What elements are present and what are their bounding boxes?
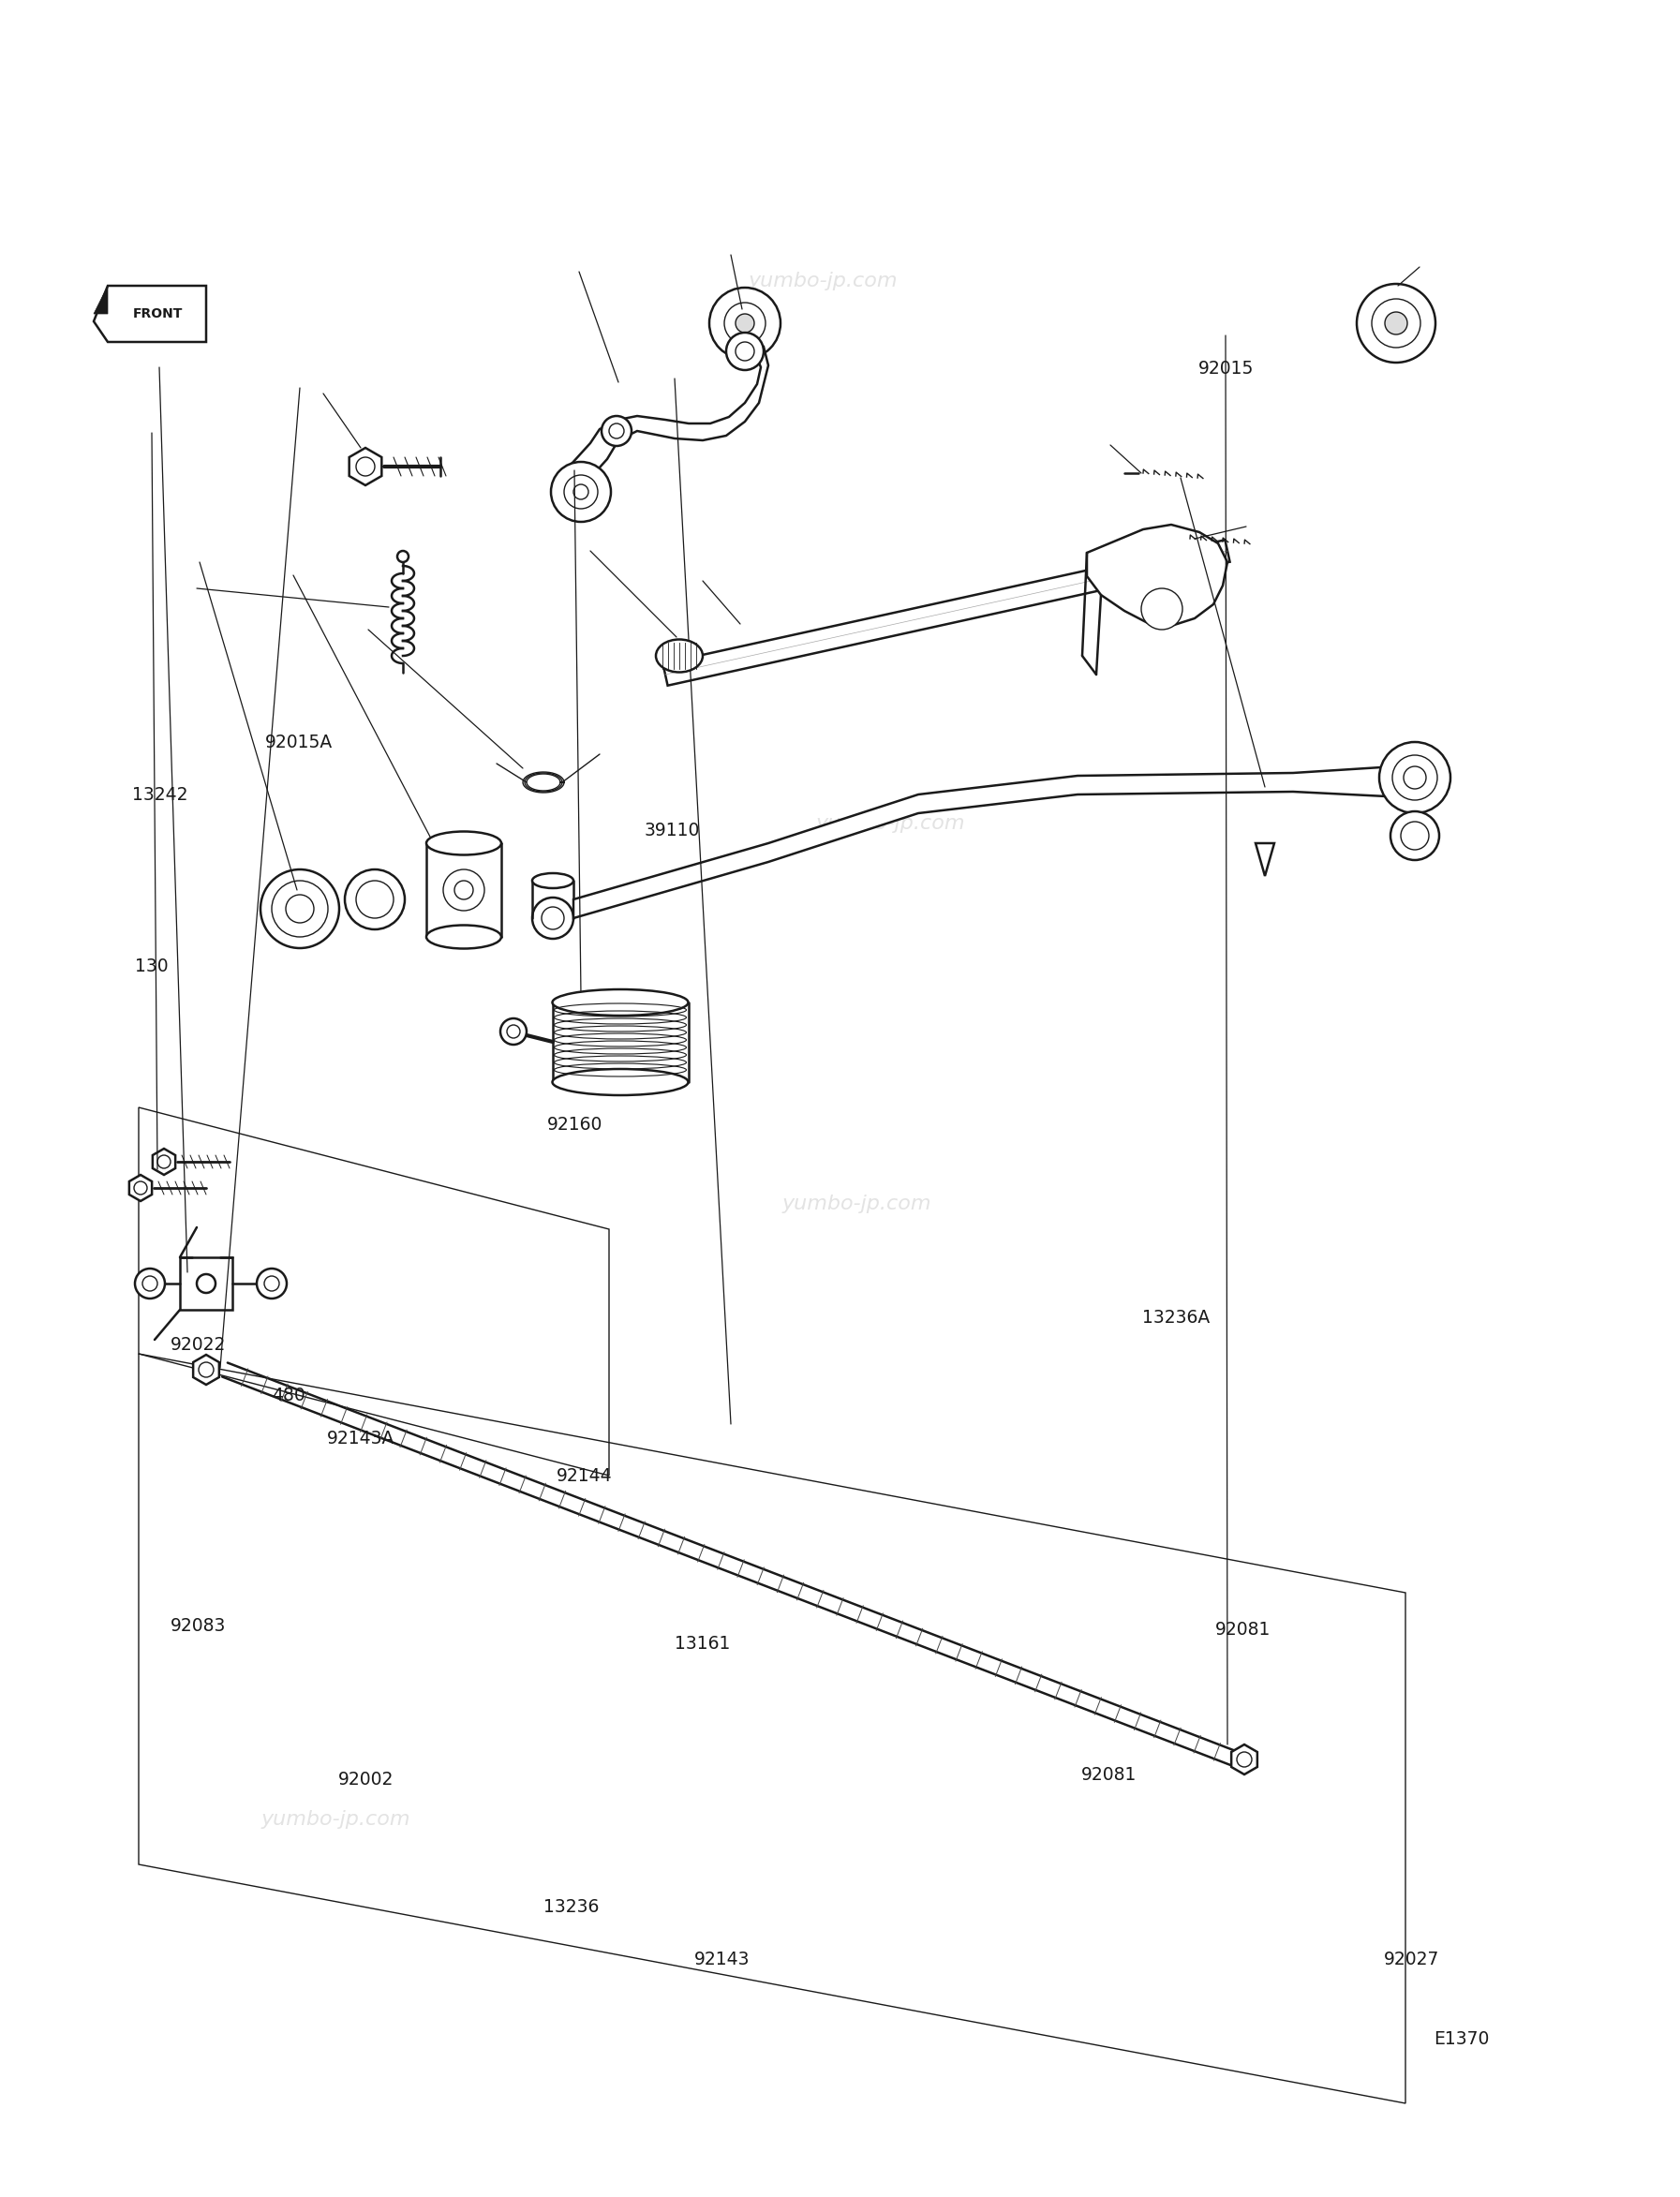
Ellipse shape xyxy=(655,639,702,672)
Circle shape xyxy=(573,483,588,499)
Circle shape xyxy=(1141,589,1183,631)
Circle shape xyxy=(726,332,764,369)
Circle shape xyxy=(1384,312,1408,334)
Text: yumbo-jp.com: yumbo-jp.com xyxy=(262,1810,410,1828)
Circle shape xyxy=(1401,822,1430,850)
Circle shape xyxy=(551,461,612,523)
Text: 13242: 13242 xyxy=(131,787,188,804)
Text: yumbo-jp.com: yumbo-jp.com xyxy=(783,1195,931,1213)
Text: 130: 130 xyxy=(134,958,168,975)
Circle shape xyxy=(286,894,314,923)
Text: E1370: E1370 xyxy=(1433,2030,1490,2048)
Text: 13236A: 13236A xyxy=(1142,1309,1210,1327)
Circle shape xyxy=(724,303,766,345)
Circle shape xyxy=(260,870,339,949)
Text: 92160: 92160 xyxy=(546,1116,603,1134)
Text: 92143: 92143 xyxy=(694,1951,751,1969)
Polygon shape xyxy=(94,286,207,343)
Circle shape xyxy=(158,1156,171,1169)
Circle shape xyxy=(264,1276,279,1292)
Circle shape xyxy=(134,1182,148,1195)
Polygon shape xyxy=(94,286,108,314)
Text: 92083: 92083 xyxy=(170,1617,227,1635)
Ellipse shape xyxy=(427,925,501,949)
Circle shape xyxy=(272,881,328,936)
Text: 92015: 92015 xyxy=(1198,360,1255,378)
Text: 480: 480 xyxy=(272,1386,306,1404)
Circle shape xyxy=(1373,299,1421,347)
Circle shape xyxy=(1379,743,1450,813)
Circle shape xyxy=(601,415,632,446)
Polygon shape xyxy=(349,448,381,486)
Polygon shape xyxy=(129,1175,151,1202)
Circle shape xyxy=(396,551,408,562)
Circle shape xyxy=(564,475,598,510)
Text: 92002: 92002 xyxy=(338,1771,395,1788)
Circle shape xyxy=(507,1026,521,1037)
Circle shape xyxy=(736,343,754,360)
Circle shape xyxy=(1391,811,1440,859)
Ellipse shape xyxy=(553,989,689,1015)
Circle shape xyxy=(257,1268,287,1298)
Polygon shape xyxy=(153,1149,175,1175)
Text: 92081: 92081 xyxy=(1215,1621,1272,1639)
Polygon shape xyxy=(1087,525,1228,626)
Text: 92081: 92081 xyxy=(1080,1766,1137,1784)
Circle shape xyxy=(709,288,781,358)
Circle shape xyxy=(501,1019,526,1044)
Text: 39110: 39110 xyxy=(643,822,701,839)
Polygon shape xyxy=(1231,1744,1257,1775)
Circle shape xyxy=(736,314,754,332)
Text: FRONT: FRONT xyxy=(133,308,183,321)
Text: yumbo-jp.com: yumbo-jp.com xyxy=(749,272,897,290)
Circle shape xyxy=(344,870,405,929)
Polygon shape xyxy=(570,347,768,497)
Text: 92022: 92022 xyxy=(170,1336,227,1353)
Text: yumbo-jp.com: yumbo-jp.com xyxy=(816,815,964,833)
Text: 13236: 13236 xyxy=(543,1898,600,1916)
Circle shape xyxy=(454,881,474,899)
Text: 92027: 92027 xyxy=(1383,1951,1440,1969)
Ellipse shape xyxy=(427,830,501,855)
Polygon shape xyxy=(193,1356,218,1384)
Circle shape xyxy=(1393,756,1438,800)
Circle shape xyxy=(198,1362,213,1378)
Circle shape xyxy=(444,870,484,910)
Text: 92144: 92144 xyxy=(556,1468,613,1485)
Circle shape xyxy=(134,1268,165,1298)
Circle shape xyxy=(197,1274,215,1292)
Circle shape xyxy=(1357,283,1435,363)
Text: 13161: 13161 xyxy=(674,1635,731,1652)
Ellipse shape xyxy=(533,872,573,888)
Circle shape xyxy=(533,899,573,938)
Text: 92143A: 92143A xyxy=(328,1430,395,1448)
Circle shape xyxy=(143,1276,158,1292)
Ellipse shape xyxy=(553,1070,689,1096)
Circle shape xyxy=(1236,1751,1252,1766)
Polygon shape xyxy=(180,1257,232,1309)
Circle shape xyxy=(1403,767,1426,789)
Polygon shape xyxy=(573,767,1406,918)
Circle shape xyxy=(356,457,375,477)
Polygon shape xyxy=(664,540,1230,685)
Circle shape xyxy=(541,907,564,929)
Circle shape xyxy=(610,424,623,439)
Circle shape xyxy=(356,881,393,918)
Text: 92015A: 92015A xyxy=(265,734,333,751)
